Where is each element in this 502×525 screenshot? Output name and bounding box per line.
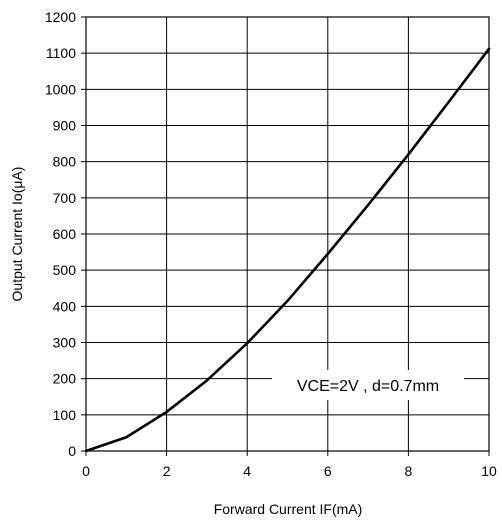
y-axis-title: Output Current Io(μA)	[9, 167, 25, 302]
x-tick-label: 0	[82, 463, 90, 479]
y-tick-label: 1000	[45, 81, 76, 97]
y-tick-label: 1100	[46, 45, 76, 61]
x-tick-label: 2	[163, 463, 171, 479]
series-line-0	[84, 47, 491, 453]
y-tick-label: 100	[53, 407, 77, 423]
y-tick-label: 700	[53, 190, 77, 206]
y-tick-label: 900	[53, 118, 77, 134]
x-axis-title: Forward Current IF(mA)	[214, 501, 363, 517]
annotation-box	[272, 370, 464, 400]
x-axis-tick-labels: 0 2 4 6 8 10	[82, 463, 497, 479]
y-tick-label: 300	[53, 335, 77, 351]
y-tick-label: 1200	[45, 9, 76, 25]
x-tick-label: 6	[324, 463, 332, 479]
x-tick-label: 8	[405, 463, 413, 479]
y-tick-label: 500	[53, 262, 77, 278]
series-layer	[84, 47, 491, 453]
x-tick-label: 4	[243, 463, 251, 479]
grid-lines	[86, 17, 489, 451]
annotation-label: VCE=2V , d=0.7mm	[297, 378, 439, 395]
plot-frame	[85, 16, 490, 452]
y-tick-label: 400	[53, 298, 77, 314]
y-tick-label: 0	[68, 443, 76, 459]
y-axis-tick-labels: 0 100 200 300 400 500 600 700 800 900 1000 1100 1200	[45, 9, 76, 459]
x-tick-label: 10	[481, 463, 497, 479]
y-tick-label: 600	[53, 226, 77, 242]
y-tick-label: 800	[53, 154, 77, 170]
y-tick-label: 200	[53, 371, 77, 387]
